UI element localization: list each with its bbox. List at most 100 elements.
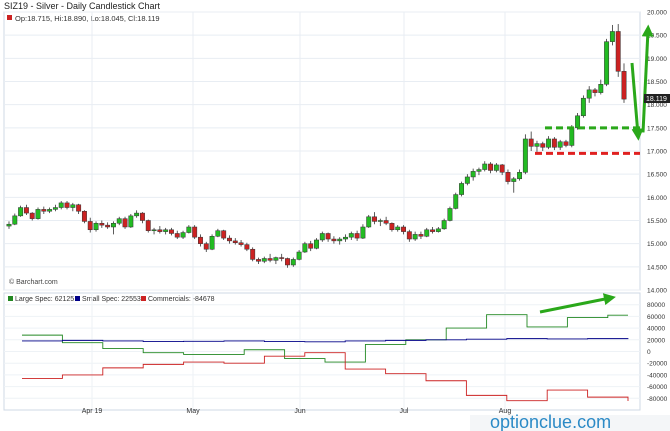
candle-body [557,141,563,148]
legend-swatch [75,296,80,301]
x-tick-label: Apr 19 [82,408,103,415]
candle-body [18,207,24,217]
cot-grid [4,293,640,410]
candle-body [319,233,325,241]
cot-tick-label: 0 [647,349,651,356]
price-tick-label: 19.500 [647,33,667,40]
candle-body [615,31,621,72]
candle-body [47,209,53,212]
candle-body [395,226,401,231]
candle-body [592,89,598,93]
candle-body [151,229,157,232]
cot-tick-label: -80000 [647,396,668,403]
last-price-tag: 18.119 [646,96,667,103]
candle-body [360,226,366,239]
price-tick-label: 16.000 [647,195,667,202]
candle-body [238,242,244,245]
candle-body [290,259,296,266]
x-tick-label: Jul [400,408,409,415]
candle-body [99,223,105,226]
candle-body [52,207,58,210]
cot-tick-label: 20000 [647,337,665,344]
candle-body [93,223,99,231]
candle-body [540,143,546,148]
candle-body [522,138,528,173]
cot-annotations [539,293,616,314]
candle-body [198,236,203,244]
cot-series-line [22,338,629,343]
x-tick-label: May [186,408,200,415]
last-price-tag-bg [644,94,670,103]
candle-body [215,230,221,237]
price-tick-label: 14.000 [647,288,667,295]
legend-swatch [8,296,13,301]
cot-arrow-annotation [539,293,616,314]
legend-label: Small Spec: 22553 [82,296,141,303]
candle-body [76,204,82,212]
candle-body [343,236,348,240]
candle-body [314,239,319,249]
price-tick-label: 20.000 [647,10,667,17]
candle-body [302,243,308,253]
candle-body [406,231,412,240]
x-tick-label: Jun [294,408,305,415]
candle-body [221,230,227,239]
candle-body [348,233,354,238]
price-tick-label: 15.500 [647,218,667,225]
candlestick-series [6,24,627,268]
cot-tick-label: -60000 [647,384,668,391]
credit-label: © Barchart.com [9,278,58,286]
candle-body [377,220,383,222]
candle-body [186,226,192,233]
candle-body [424,229,430,237]
candle-body [325,233,331,240]
candle-body [250,248,256,260]
candle-body [551,138,557,148]
ohlc-marker [7,15,12,20]
candle-body [476,169,482,172]
candle-body [546,138,552,148]
watermark-bg [470,415,670,431]
arrow-down-annotation [630,62,644,141]
candle-body [232,240,238,243]
candle-body [35,209,41,219]
candle-body [285,258,290,266]
candle-body [261,258,267,262]
candle-body [366,216,372,228]
candle-body [511,178,517,182]
candle-body [273,257,279,261]
legend-label: Large Spec: 62125 [15,296,74,303]
candle-body [169,229,174,234]
cot-series [22,314,629,402]
candle-body [464,176,470,184]
candle-body [401,226,406,232]
price-tick-label: 17.500 [647,125,667,132]
candle-body [331,238,337,242]
candle-body [29,212,35,219]
price-annotations [535,24,654,155]
candle-body [453,194,459,209]
candle-body [157,229,163,232]
price-tick-label: 14.500 [647,264,667,271]
candle-body [128,215,134,228]
cot-tick-label: 40000 [647,326,665,333]
price-tick-label: 19.000 [647,56,667,63]
candle-body [604,41,610,85]
candle-body [6,223,12,227]
price-grid [4,11,640,291]
candle-body [459,183,464,195]
candle-body [337,238,343,242]
candle-body [244,244,250,250]
candle-body [569,127,575,146]
x-tick-label: Aug [499,408,512,415]
candle-body [435,228,441,232]
chart-title: SIZ19 - Silver - Daily Candlestick Chart [4,1,161,11]
candle-body [256,259,261,262]
candle-body [58,202,64,208]
candle-body [430,229,435,232]
candle-body [122,218,128,228]
candle-body [586,89,592,99]
cot-tick-label: 60000 [647,314,665,321]
candle-body [174,233,180,238]
candle-body [192,226,198,238]
